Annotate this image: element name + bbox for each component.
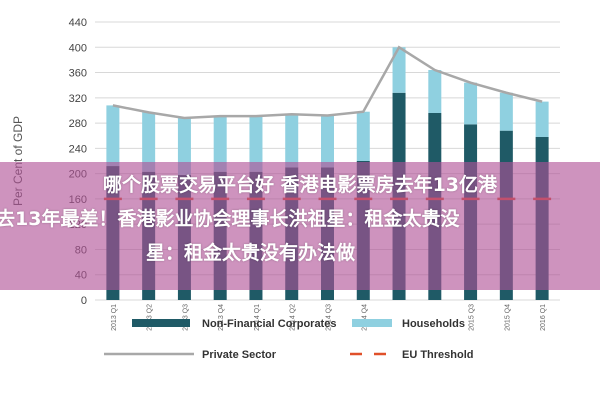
legend: Non-Financial Corporates Households Priv…: [104, 318, 474, 361]
x-tick-label: 2014 Q4: [361, 304, 368, 331]
x-tick-label: 2014 Q3: [326, 304, 333, 331]
bar-households: [535, 101, 549, 137]
x-tick-label: 2014 Q2: [290, 304, 297, 331]
bar-households: [106, 105, 120, 167]
bar-households: [321, 115, 334, 168]
y-tick-label: 0: [81, 295, 87, 307]
x-tick-label: 2013 Q3: [182, 304, 189, 331]
x-tick-label: 2016 Q1: [540, 304, 547, 331]
x-tick-label: 2014 Q1: [254, 304, 261, 331]
bar-households: [499, 92, 513, 131]
x-tick-label: 2013 Q1: [111, 304, 118, 331]
y-tick-label: 240: [69, 143, 87, 155]
x-tick-label: 2013 Q4: [218, 304, 225, 331]
x-tick-label: 2015 Q3: [469, 304, 476, 331]
y-tick-label: 440: [69, 17, 87, 29]
bar-households: [392, 47, 406, 93]
legend-label-households: Households: [402, 318, 465, 330]
legend-label-private-sector: Private Sector: [202, 349, 277, 361]
overlay-banner: 哪个股票交易平台好 香港电影票房去年13亿港 去13年最差！香港影业协会理事长洪…: [0, 162, 600, 290]
y-tick-label: 280: [69, 118, 87, 130]
banner-headline-line-2[interactable]: 去13年最差！香港影业协会理事长洪祖星：租金太贵没: [0, 208, 460, 230]
bar-households: [356, 111, 370, 161]
x-axis-ticks: 2013 Q1 2013 Q2 2013 Q3 2013 Q4 2014 Q1 2014 …: [111, 304, 547, 331]
private-sector-line: [112, 45, 543, 120]
bar-households: [285, 114, 299, 168]
legend-swatch-non-financial-corporates: [132, 319, 190, 327]
bar-households: [464, 82, 478, 125]
bar-households: [213, 116, 227, 172]
bar-households: [249, 116, 263, 172]
bar-households: [177, 118, 191, 175]
y-tick-label: 400: [69, 42, 87, 54]
bar-households: [428, 70, 442, 113]
banner-headline-line-1[interactable]: 哪个股票交易平台好 香港电影票房去年13亿港: [102, 174, 498, 196]
banner-headline-line-3[interactable]: 星：租金太贵没有办法做: [146, 242, 356, 264]
x-tick-label: 2013 Q2: [147, 304, 154, 331]
y-tick-label: 360: [69, 68, 87, 80]
x-tick-label: 2015 Q4: [504, 304, 511, 331]
legend-label-non-financial-corporates: Non-Financial Corporates: [202, 318, 336, 330]
y-tick-label: 320: [69, 93, 87, 105]
legend-label-eu-threshold: EU Threshold: [402, 349, 474, 361]
legend-swatch-households: [352, 319, 392, 327]
bar-households: [142, 112, 156, 172]
